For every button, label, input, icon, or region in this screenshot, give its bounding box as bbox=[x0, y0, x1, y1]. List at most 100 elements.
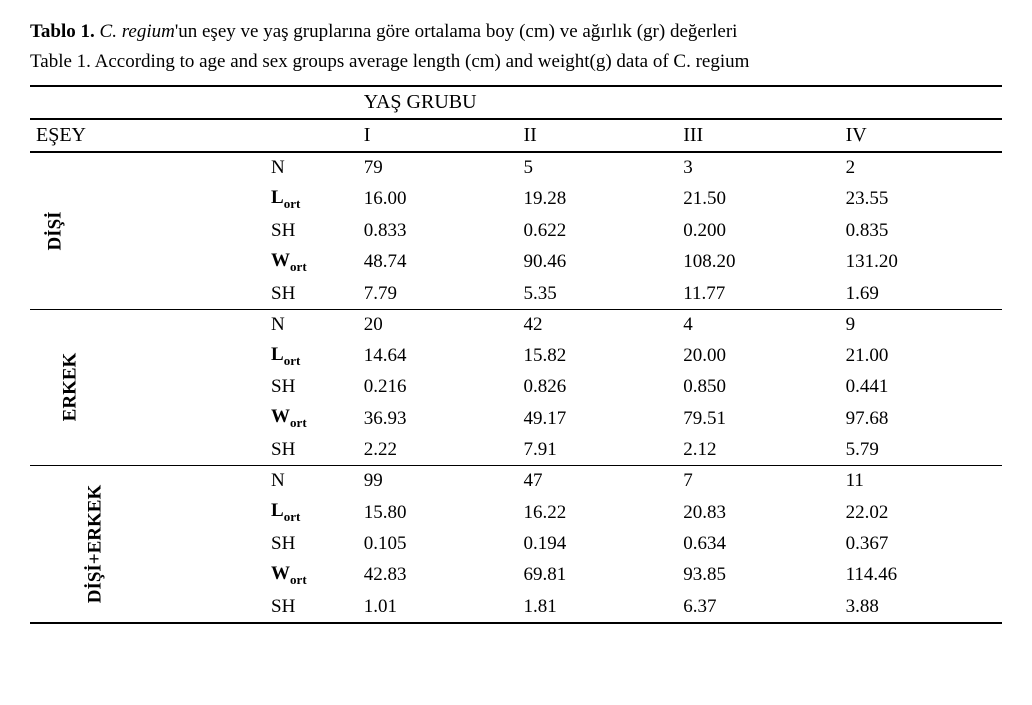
blank bbox=[161, 592, 266, 623]
cell: 6.37 bbox=[677, 592, 839, 623]
blank bbox=[161, 402, 266, 435]
caption-en-label: Table 1. bbox=[30, 51, 91, 72]
blank bbox=[161, 152, 266, 183]
blank bbox=[30, 86, 358, 119]
caption-english: Table 1. According to age and sex groups… bbox=[30, 48, 1002, 76]
cell: 3.88 bbox=[840, 592, 1002, 623]
cell: 0.850 bbox=[677, 372, 839, 402]
metric-lort: Lort bbox=[265, 340, 358, 373]
metric-l-main: L bbox=[271, 187, 284, 208]
group-label-cell: ERKEK bbox=[30, 309, 161, 466]
metric-lort: Lort bbox=[265, 496, 358, 529]
metric-w-main: W bbox=[271, 250, 290, 271]
metric-sh: SH bbox=[265, 592, 358, 623]
metric-n: N bbox=[265, 152, 358, 183]
cell: 47 bbox=[517, 466, 677, 497]
cell: 0.441 bbox=[840, 372, 1002, 402]
group-label: DİŞİ bbox=[45, 211, 67, 250]
cell: 108.20 bbox=[677, 246, 839, 279]
header-row-2: EŞEY I II III IV bbox=[30, 119, 1002, 152]
cell: 5 bbox=[517, 152, 677, 183]
blank bbox=[161, 216, 266, 246]
cell: 0.194 bbox=[517, 529, 677, 559]
cell: 20 bbox=[358, 309, 518, 340]
cell: 21.00 bbox=[840, 340, 1002, 373]
cell: 7 bbox=[677, 466, 839, 497]
group-label: DİŞİ+ERKEK bbox=[84, 485, 106, 604]
cell: 2.12 bbox=[677, 435, 839, 466]
header-yas-grubu: YAŞ GRUBU bbox=[358, 86, 1002, 119]
table-row: SH 0.833 0.622 0.200 0.835 bbox=[30, 216, 1002, 246]
metric-l-sub: ort bbox=[284, 352, 301, 367]
header-esey: EŞEY bbox=[30, 119, 265, 152]
blank bbox=[161, 183, 266, 216]
metric-n: N bbox=[265, 466, 358, 497]
cell: 49.17 bbox=[517, 402, 677, 435]
metric-l-sub: ort bbox=[284, 509, 301, 524]
cell: 97.68 bbox=[840, 402, 1002, 435]
blank bbox=[161, 246, 266, 279]
caption-tr-rest: 'un eşey ve yaş gruplarına göre ortalama… bbox=[175, 21, 738, 42]
caption-en-italic: C. regium bbox=[673, 51, 749, 72]
cell: 42 bbox=[517, 309, 677, 340]
cell: 1.69 bbox=[840, 279, 1002, 310]
blank bbox=[265, 119, 358, 152]
cell: 2.22 bbox=[358, 435, 518, 466]
cell: 93.85 bbox=[677, 559, 839, 592]
cell: 7.91 bbox=[517, 435, 677, 466]
blank bbox=[161, 279, 266, 310]
cell: 131.20 bbox=[840, 246, 1002, 279]
caption-tr-label: Tablo 1. bbox=[30, 21, 95, 42]
metric-w-sub: ort bbox=[290, 415, 307, 430]
blank bbox=[161, 372, 266, 402]
table-row: Wort 42.83 69.81 93.85 114.46 bbox=[30, 559, 1002, 592]
metric-w-main: W bbox=[271, 406, 290, 427]
cell: 42.83 bbox=[358, 559, 518, 592]
blank bbox=[161, 435, 266, 466]
cell: 20.83 bbox=[677, 496, 839, 529]
table-row: Wort 48.74 90.46 108.20 131.20 bbox=[30, 246, 1002, 279]
cell: 7.79 bbox=[358, 279, 518, 310]
cell: 9 bbox=[840, 309, 1002, 340]
cell: 69.81 bbox=[517, 559, 677, 592]
table-row: Lort 16.00 19.28 21.50 23.55 bbox=[30, 183, 1002, 216]
cell: 15.80 bbox=[358, 496, 518, 529]
cell: 1.01 bbox=[358, 592, 518, 623]
metric-wort: Wort bbox=[265, 402, 358, 435]
metric-lort: Lort bbox=[265, 183, 358, 216]
metric-sh: SH bbox=[265, 435, 358, 466]
metric-w-main: W bbox=[271, 563, 290, 584]
cell: 15.82 bbox=[517, 340, 677, 373]
blank bbox=[161, 496, 266, 529]
group-label: ERKEK bbox=[59, 353, 81, 422]
table-row: SH 0.216 0.826 0.850 0.441 bbox=[30, 372, 1002, 402]
group-label-cell: DİŞİ bbox=[30, 152, 161, 309]
table-row: SH 1.01 1.81 6.37 3.88 bbox=[30, 592, 1002, 623]
metric-l-main: L bbox=[271, 500, 284, 521]
table-row: DİŞİ+ERKEK N 99 47 7 11 bbox=[30, 466, 1002, 497]
cell: 48.74 bbox=[358, 246, 518, 279]
table-row: SH 7.79 5.35 11.77 1.69 bbox=[30, 279, 1002, 310]
metric-sh: SH bbox=[265, 279, 358, 310]
header-row-1: YAŞ GRUBU bbox=[30, 86, 1002, 119]
table-row: ERKEK N 20 42 4 9 bbox=[30, 309, 1002, 340]
header-age-1: I bbox=[358, 119, 518, 152]
caption-en-text: According to age and sex groups average … bbox=[91, 51, 673, 72]
blank bbox=[161, 529, 266, 559]
cell: 0.835 bbox=[840, 216, 1002, 246]
cell: 36.93 bbox=[358, 402, 518, 435]
metric-l-sub: ort bbox=[284, 196, 301, 211]
cell: 19.28 bbox=[517, 183, 677, 216]
blank bbox=[161, 466, 266, 497]
blank bbox=[161, 559, 266, 592]
cell: 16.00 bbox=[358, 183, 518, 216]
table-row: SH 2.22 7.91 2.12 5.79 bbox=[30, 435, 1002, 466]
cell: 0.200 bbox=[677, 216, 839, 246]
metric-wort: Wort bbox=[265, 559, 358, 592]
cell: 114.46 bbox=[840, 559, 1002, 592]
metric-sh: SH bbox=[265, 372, 358, 402]
cell: 90.46 bbox=[517, 246, 677, 279]
cell: 11.77 bbox=[677, 279, 839, 310]
cell: 0.216 bbox=[358, 372, 518, 402]
cell: 14.64 bbox=[358, 340, 518, 373]
